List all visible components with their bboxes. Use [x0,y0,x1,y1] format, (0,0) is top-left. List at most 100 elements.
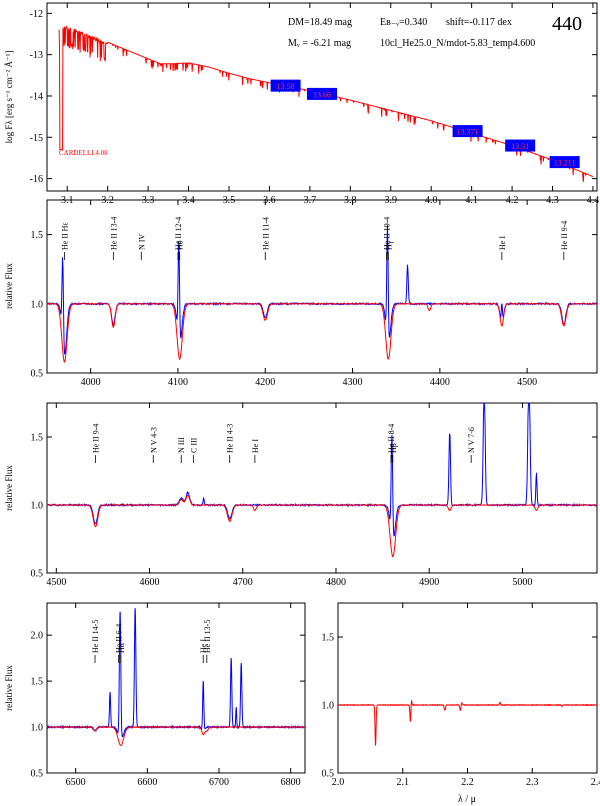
blue-panel-frame [46,199,598,374]
panel-red-y-tick-label: 1.5 [31,677,44,688]
info-ebv: Eʙ₋ᵥ=0.340 [380,17,427,28]
panel-ir-x-tick-label: 2.4 [591,777,600,788]
green-panel-y-axis-label: relative Flux [4,465,14,511]
sed-axis-ticks: 3.1 3.2 3.3 3.4 3.5 3.6 3.7 3.8 3.9 4.0 4.1 4.2 4.3 4… [30,3,599,206]
photometry-box [270,79,301,92]
line-id-label: He II 13-4 [109,217,118,250]
panel-blue-y-tick-label: 1.0 [31,299,44,310]
line-id-label: Hγ [384,240,393,250]
sed-y-axis-label: log Fλ [erg s⁻¹ cm⁻² Å⁻¹] [4,51,14,144]
ir-panel-frame [337,602,598,774]
panel-blue-x-tick-label: 4500 [517,377,537,388]
blue-panel-model-line [46,302,598,364]
sed-frame [46,2,598,192]
panel-blue-x-tick-label: 4000 [81,377,101,388]
info-shift: shift=-0.117 dex [446,17,512,28]
ir-panel-axis-ticks: 2.0 2.1 2.2 2.3 2.4 0.5 1.0 1.5 [322,603,600,788]
line-id-label: He I [498,236,507,250]
panel-green-y-tick-label: 1.0 [31,501,44,512]
line-id-label: He II 14-5 [91,620,100,653]
blue-panel-line-ids: He II Hε He II 13-4 N IV He II 12-4Hδ He II … [60,217,569,260]
panel-green-x-tick-label: 4500 [46,577,66,588]
panel-red-y-tick-label: 1.0 [31,723,44,734]
photometry-box [307,87,337,100]
sed-photometry: 13.58 13.66 13.371 13.31 13.211 [270,79,580,169]
line-id-label: N IV [137,234,146,250]
panel-green-y-tick-label: 1.5 [31,433,44,444]
panel-red-x-tick-label: 6500 [66,777,86,788]
panel-blue-x-tick-label: 4300 [343,377,363,388]
panel-green-x-tick-label: 4700 [233,577,253,588]
panel-ir-x-tick-label: 2.3 [526,777,539,788]
panel-red-x-tick-label: 6700 [209,777,229,788]
sed-y-tick-label: -14 [30,91,43,102]
photometry-box [549,156,580,169]
panel-blue-x-tick-label: 4400 [430,377,450,388]
info-dm: DM=18.49 mag [288,17,352,28]
sed-y-tick-label: -12 [30,9,43,20]
sed-y-tick-label: -13 [30,50,43,61]
red-spectrum-panel: 6500 6600 6700 6800 0.5 1.0 1.5 2.0 He II 14-5 H… [4,602,306,788]
blue-panel-observed-line [46,224,598,355]
photometry-label: 13.211 [554,159,576,168]
sed-model-line [58,25,594,183]
line-id-label: He I [199,639,208,653]
line-id-label: He II Hε [60,222,69,250]
line-id-label: He II 10-4 [383,217,392,250]
line-id-label: He II 4-3 [226,424,235,453]
blue-panel-y-axis-label: relative Flux [4,263,14,309]
photometry-label: 13.371 [457,128,479,137]
panel-ir-x-tick-label: 2.1 [397,777,410,788]
panel-red-y-tick-label: 0.5 [31,769,44,780]
red-panel-observed-line [46,608,306,738]
panel-green-x-tick-label: 4600 [140,577,160,588]
panel-blue-y-tick-label: 1.5 [31,230,44,241]
info-mv: Mᵥ = -6.21 mag [288,38,351,49]
photometry-label: 13.66 [313,90,331,99]
ir-panel-model-line [337,699,598,747]
red-panel-model-line [46,726,306,746]
red-panel-frame [46,602,306,774]
green-panel-model-line [46,494,598,558]
blue-panel-axis-ticks: 4000 4100 4200 4300 4400 4500 0.5 1.0 1.5 [31,200,597,388]
sed-y-tick-label: -15 [30,133,43,144]
panel-blue-x-tick-label: 4100 [168,377,188,388]
line-id-label: C III [189,437,198,453]
ir-panel-x-axis-label: λ / μ [458,794,476,805]
red-panel-axis-ticks: 6500 6600 6700 6800 0.5 1.0 1.5 2.0 [31,603,305,788]
panel-ir-y-tick-label: 0.5 [322,769,335,780]
green-panel-frame [46,402,598,574]
panel-ir-x-tick-label: 2.0 [332,777,345,788]
panel-red-x-tick-label: 6600 [137,777,157,788]
red-panel-line-ids: He II 14-5 He II 6-4Hα He IHe II 13-5 [91,620,212,663]
line-id-label: Hα [117,642,126,653]
sed-reddening-label: CARDELLI 4.08 [59,149,108,157]
green-panel-line-ids: He II 9-4 N V 4-3 N III C III He II 4-3 He I H… [91,424,476,463]
red-panel-y-axis-label: relative Flux [4,665,14,711]
panel-blue-x-tick-label: 4200 [255,377,275,388]
blue-spectrum-panel: 4000 4100 4200 4300 4400 4500 0.5 1.0 1.5 He II … [4,199,598,388]
photometry-label: 13.58 [277,82,295,91]
green-panel-observed-line [46,402,598,537]
panel-red-y-tick-label: 2.0 [31,631,44,642]
figure-id-number: 440 [552,13,582,35]
panel-ir-y-tick-label: 1.5 [322,633,335,644]
panel-green-x-tick-label: 5000 [512,577,532,588]
line-id-label: He I [251,439,260,453]
line-id-label: He II 9-4 [91,424,100,453]
green-panel-axis-ticks: 4500 4600 4700 4800 4900 5000 0.5 1.0 1.5 [31,403,597,588]
panel-green-x-tick-label: 4900 [419,577,439,588]
line-id-label: N III [177,437,186,453]
line-id-label: Hβ [389,443,398,453]
photometry-box [452,125,483,138]
green-spectrum-panel: 4500 4600 4700 4800 4900 5000 0.5 1.0 1.5 He II … [4,402,598,588]
sed-y-tick-label: -16 [30,174,43,185]
line-id-label: He II 8-4 [387,424,396,453]
info-model: 10cl_He25.0_N/mdot-5.83_temp4.600 [380,38,535,49]
line-id-label: He II 6-4 [115,624,124,653]
line-id-label: N V 7-6 [467,427,476,453]
photometry-label: 13.31 [511,142,529,151]
panel-red-x-tick-label: 6800 [281,777,301,788]
line-id-label: Hδ [176,240,185,250]
photometry-box [505,139,536,152]
